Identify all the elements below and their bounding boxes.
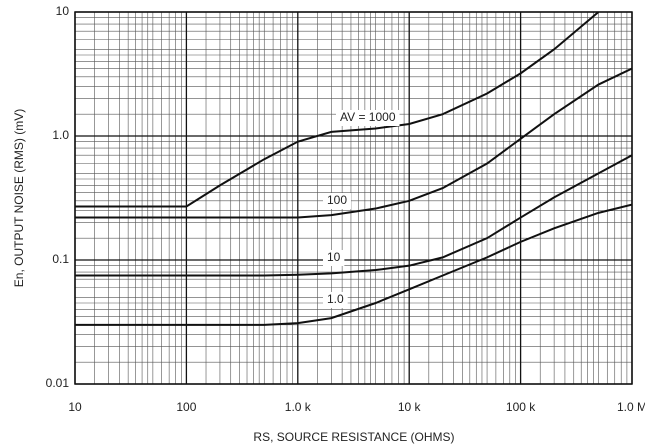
y-tick-label: 0.1	[52, 252, 69, 266]
x-tick-label: 1.0 M	[617, 400, 645, 414]
curve-label: 100	[327, 193, 347, 207]
curve-label: 10	[327, 250, 341, 264]
curve	[75, 203, 632, 326]
curve-label: AV = 1000	[340, 110, 396, 124]
plot-frame	[74, 11, 633, 385]
label-background	[323, 193, 352, 209]
label-background	[336, 110, 400, 126]
x-tick-label: 10 k	[398, 400, 422, 414]
curve	[75, 154, 632, 277]
y-tick-label: 10	[56, 4, 70, 18]
curve	[75, 67, 632, 219]
y-axis-label: En, OUTPUT NOISE (RMS) (mV)	[12, 109, 26, 287]
x-tick-label: 1.0 k	[285, 400, 312, 414]
curve-label: 1.0	[327, 292, 344, 306]
y-tick-label: 1.0	[52, 128, 69, 142]
curve	[75, 12, 600, 208]
x-tick-label: 10	[68, 400, 82, 414]
y-tick-label: 0.01	[46, 376, 70, 390]
label-background	[323, 292, 348, 308]
x-tick-label: 100 k	[506, 400, 536, 414]
label-background	[323, 250, 345, 266]
x-axis-label: RS, SOURCE RESISTANCE (OHMS)	[253, 430, 454, 444]
x-tick-label: 100	[176, 400, 196, 414]
